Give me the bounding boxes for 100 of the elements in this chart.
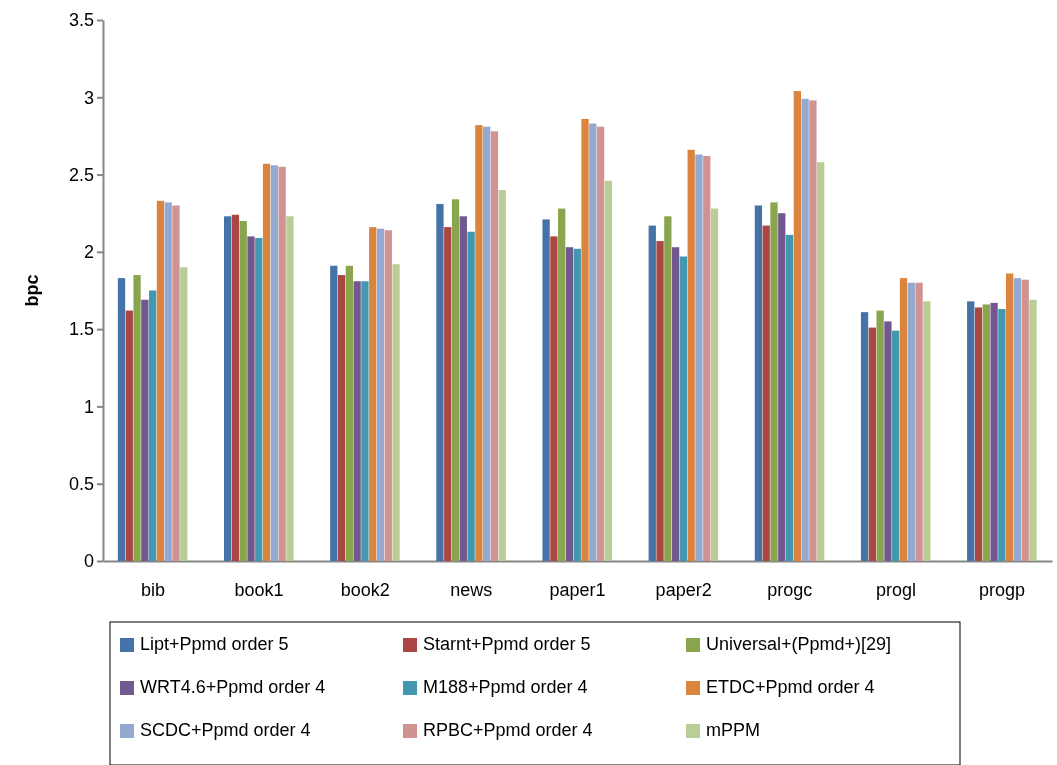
bar bbox=[778, 213, 786, 561]
bar bbox=[286, 216, 294, 561]
y-tick-label: 0 bbox=[83, 551, 94, 572]
y-tick-label: 0.5 bbox=[68, 473, 94, 494]
x-tick-label: bib bbox=[140, 579, 165, 600]
bar bbox=[679, 256, 688, 561]
bar bbox=[1013, 278, 1022, 561]
bar bbox=[172, 205, 180, 561]
bar bbox=[490, 131, 499, 561]
bar bbox=[392, 264, 400, 561]
bar bbox=[149, 290, 157, 561]
bar bbox=[884, 321, 892, 561]
bar bbox=[868, 327, 876, 561]
bar bbox=[604, 180, 613, 561]
bar bbox=[687, 149, 695, 561]
bar bbox=[330, 265, 338, 561]
bar bbox=[133, 275, 141, 561]
legend-label: ETDC+Ppmd order 4 bbox=[706, 677, 875, 697]
bar bbox=[278, 166, 286, 561]
bar bbox=[270, 165, 278, 561]
x-tick-label: paper1 bbox=[549, 579, 606, 600]
bar bbox=[180, 267, 188, 561]
legend-label: M188+Ppmd order 4 bbox=[423, 677, 588, 697]
bar bbox=[860, 312, 869, 561]
bar bbox=[801, 98, 809, 561]
bar bbox=[542, 219, 550, 561]
bar bbox=[337, 275, 346, 561]
y-tick-label: 1 bbox=[83, 396, 94, 417]
y-tick-label: 1.5 bbox=[68, 319, 94, 340]
bar bbox=[967, 301, 975, 561]
bar bbox=[239, 220, 247, 561]
legend-label: Lipt+Ppmd order 5 bbox=[140, 634, 289, 654]
bar bbox=[998, 309, 1006, 561]
bar bbox=[589, 123, 597, 561]
bar bbox=[369, 227, 377, 561]
x-tick-label: book2 bbox=[340, 579, 390, 600]
x-tick-label: progl bbox=[875, 579, 916, 600]
bar bbox=[809, 100, 817, 561]
legend-label: Universal+(Ppmd+)[29] bbox=[706, 634, 892, 654]
bar bbox=[1029, 299, 1037, 561]
bar bbox=[754, 205, 763, 561]
bar bbox=[664, 216, 672, 561]
bar bbox=[117, 278, 126, 561]
bar bbox=[915, 282, 923, 561]
bar bbox=[376, 228, 385, 561]
y-axis-title: bpc bbox=[22, 274, 42, 307]
bar bbox=[785, 234, 794, 561]
bar bbox=[459, 216, 467, 561]
bar bbox=[141, 299, 149, 561]
bar bbox=[353, 281, 361, 561]
x-tick-label: book1 bbox=[234, 579, 284, 600]
bar bbox=[648, 225, 656, 561]
y-tick-label: 3 bbox=[83, 87, 94, 108]
bar bbox=[703, 156, 711, 561]
bar bbox=[876, 310, 884, 561]
bar bbox=[710, 208, 719, 561]
x-tick-label: paper2 bbox=[655, 579, 712, 600]
x-tick-label: progc bbox=[767, 579, 813, 600]
bar bbox=[125, 310, 133, 561]
bar bbox=[558, 208, 566, 561]
bar bbox=[565, 247, 574, 561]
bar bbox=[982, 304, 990, 561]
bar bbox=[164, 202, 172, 561]
bar bbox=[384, 230, 392, 561]
bar bbox=[467, 231, 475, 561]
bar bbox=[892, 330, 900, 561]
bar bbox=[361, 281, 369, 561]
bar bbox=[231, 214, 240, 561]
legend-label: WRT4.6+Ppmd order 4 bbox=[140, 677, 326, 697]
bar bbox=[770, 202, 778, 561]
bar bbox=[762, 225, 770, 561]
bar bbox=[475, 125, 483, 561]
bar bbox=[581, 118, 589, 561]
bar bbox=[444, 227, 452, 561]
bar bbox=[990, 302, 998, 561]
bar bbox=[899, 278, 908, 561]
bar bbox=[550, 236, 558, 561]
bar bbox=[671, 247, 680, 561]
legend-label: RPBC+Ppmd order 4 bbox=[423, 720, 593, 740]
bar bbox=[656, 241, 664, 561]
bar bbox=[498, 190, 506, 561]
y-tick-label: 2 bbox=[83, 242, 94, 263]
bar bbox=[224, 216, 232, 561]
bar bbox=[974, 307, 983, 561]
bar bbox=[923, 301, 931, 561]
x-tick-label: news bbox=[450, 579, 493, 600]
bar bbox=[817, 162, 825, 561]
legend-label: Starnt+Ppmd order 5 bbox=[423, 634, 591, 654]
bar bbox=[255, 237, 263, 561]
bar bbox=[1006, 273, 1014, 561]
bar bbox=[1021, 279, 1029, 561]
bar bbox=[907, 282, 915, 561]
bar bbox=[436, 203, 444, 561]
bar bbox=[793, 91, 801, 561]
y-tick-label: 2.5 bbox=[68, 164, 94, 185]
bar bbox=[596, 126, 605, 561]
bar bbox=[695, 154, 703, 561]
y-tick-label: 3.5 bbox=[68, 10, 94, 31]
bar bbox=[247, 236, 255, 561]
bar bbox=[262, 163, 271, 561]
